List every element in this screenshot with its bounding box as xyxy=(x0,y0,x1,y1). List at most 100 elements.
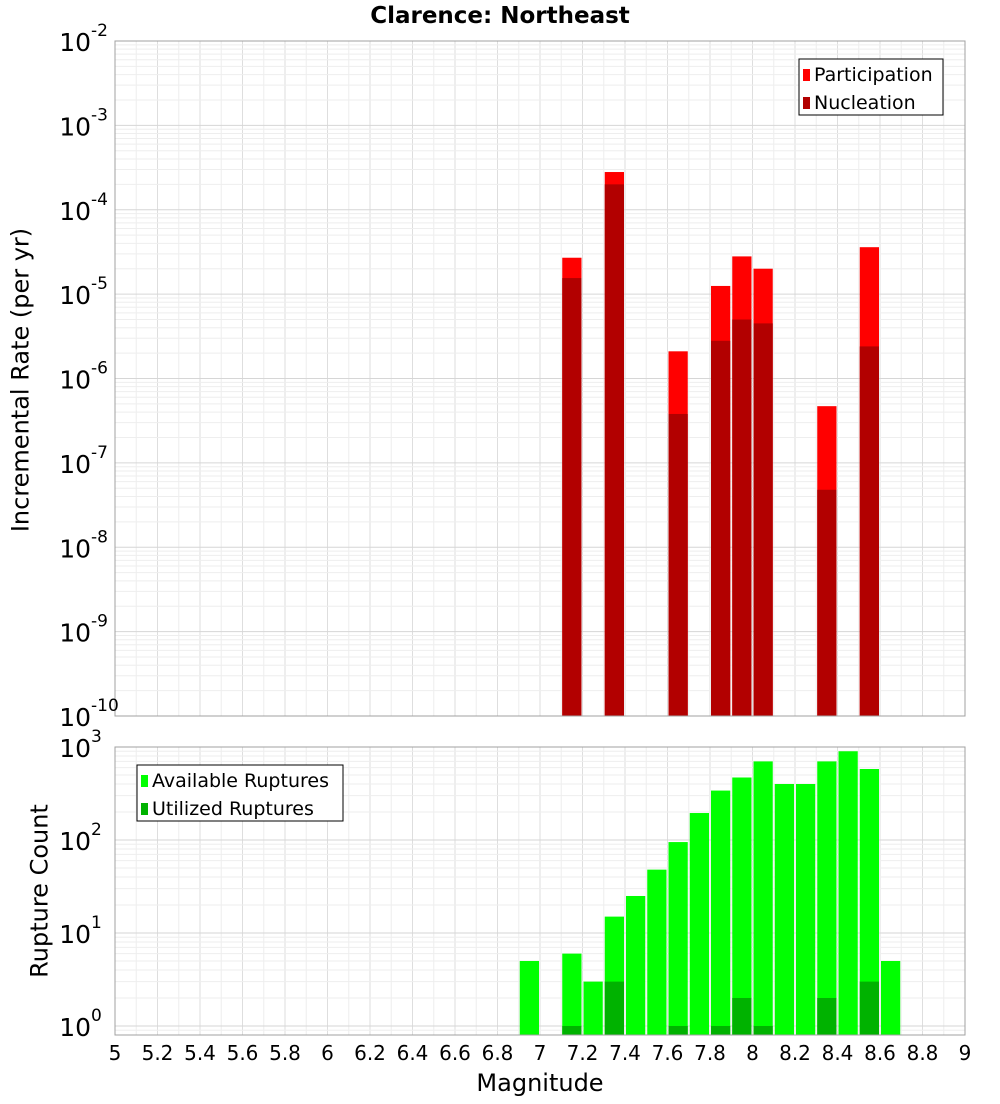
bar-available-ruptures-7_15 xyxy=(562,953,582,1035)
legend-label: Available Ruptures xyxy=(152,770,329,792)
bar-nucleation-7_95 xyxy=(732,319,752,716)
y-tick-label: 10 xyxy=(59,197,91,226)
x-tick-label: 7 xyxy=(534,1041,547,1065)
x-tick-label: 8.4 xyxy=(822,1041,854,1065)
legend-box xyxy=(798,58,944,116)
chart-title: Clarence: Northeast xyxy=(370,3,630,29)
x-tick-label: 5.6 xyxy=(227,1041,259,1065)
x-tick-label: 5.8 xyxy=(269,1041,301,1065)
y-tick-label: 10 xyxy=(59,1013,91,1042)
x-tick-label: 7.8 xyxy=(694,1041,726,1065)
y-tick-label: 10 xyxy=(59,703,91,732)
bar-available-ruptures-8_05 xyxy=(753,761,773,1035)
legend-swatch xyxy=(803,97,810,109)
bar-nucleation-8_35 xyxy=(817,489,837,716)
bar-available-ruptures-7_75 xyxy=(689,813,709,1035)
y-tick-exponent: -8 xyxy=(91,527,108,547)
legend: Participation Nucleation xyxy=(798,58,944,116)
y-tick-label: 10 xyxy=(59,112,91,141)
bar-utilized-ruptures-7_95 xyxy=(732,997,752,1035)
y-tick-exponent: 3 xyxy=(91,727,102,747)
legend-label: Participation xyxy=(814,64,933,86)
x-tick-label: 8.6 xyxy=(864,1041,896,1065)
bar-available-ruptures-7_25 xyxy=(583,981,603,1035)
y-tick-label: 10 xyxy=(59,281,91,310)
bar-utilized-ruptures-8_05 xyxy=(753,1025,773,1035)
y-axis-label: Incremental Rate (per yr) xyxy=(6,228,34,532)
bar-available-ruptures-7_95 xyxy=(732,777,752,1035)
x-axis-label: Magnitude xyxy=(476,1069,603,1097)
plot-frame xyxy=(114,746,966,1036)
x-tick-label: 7.6 xyxy=(652,1041,684,1065)
y-tick-label: 10 xyxy=(59,734,91,763)
x-tick-label: 6.2 xyxy=(354,1041,386,1065)
x-tick-label: 5 xyxy=(109,1041,122,1065)
y-tick-label: 10 xyxy=(59,534,91,563)
bar-available-ruptures-8_65 xyxy=(881,960,901,1035)
bar-available-ruptures-7_65 xyxy=(668,842,688,1035)
y-tick-label: 10 xyxy=(59,827,91,856)
y-tick-exponent: -7 xyxy=(91,443,108,463)
x-tick-label: 6 xyxy=(321,1041,334,1065)
legend-label: Nucleation xyxy=(814,92,916,114)
bar-available-ruptures-8_45 xyxy=(838,751,858,1035)
bar-nucleation-7_35 xyxy=(604,184,624,717)
legend-swatch xyxy=(141,775,148,787)
x-tick-label: 7.4 xyxy=(609,1041,641,1065)
y-tick-exponent: -6 xyxy=(91,359,108,379)
y-tick-label: 10 xyxy=(59,450,91,479)
plot-frame xyxy=(114,40,966,717)
bar-available-ruptures-8_15 xyxy=(774,784,794,1035)
y-tick-exponent: -10 xyxy=(91,696,119,716)
bar-nucleation-8_05 xyxy=(753,323,773,716)
y-tick-exponent: 2 xyxy=(91,820,102,840)
y-tick-exponent: -2 xyxy=(91,21,108,41)
x-tick-label: 5.2 xyxy=(142,1041,174,1065)
y-axis-label: Rupture Count xyxy=(25,804,53,978)
bar-nucleation-7_85 xyxy=(711,340,731,716)
x-tick-label: 6.4 xyxy=(397,1041,429,1065)
y-tick-exponent: -5 xyxy=(91,274,108,294)
y-tick-exponent: -9 xyxy=(91,612,108,632)
x-tick-label: 9 xyxy=(959,1041,972,1065)
legend-box xyxy=(136,764,344,822)
y-tick-exponent: 1 xyxy=(91,913,102,933)
y-tick-label: 10 xyxy=(59,28,91,57)
bar-available-ruptures-7_55 xyxy=(647,869,667,1035)
bar-available-ruptures-8_55 xyxy=(859,769,879,1035)
bar-utilized-ruptures-7_65 xyxy=(668,1025,688,1035)
y-tick-label: 10 xyxy=(59,619,91,648)
y-tick-exponent: 0 xyxy=(91,1006,102,1026)
bar-nucleation-7_15 xyxy=(562,278,582,716)
bar-available-ruptures-6_95 xyxy=(519,960,539,1035)
x-tick-label: 8.8 xyxy=(907,1041,939,1065)
x-tick-label: 5.4 xyxy=(184,1041,216,1065)
y-tick-exponent: -4 xyxy=(91,190,108,210)
bar-utilized-ruptures-8_55 xyxy=(859,981,879,1035)
bar-nucleation-7_65 xyxy=(668,413,688,716)
bar-available-ruptures-8_25 xyxy=(796,784,816,1035)
bar-utilized-ruptures-7_35 xyxy=(604,981,624,1035)
x-tick-label: 7.2 xyxy=(567,1041,599,1065)
legend-label: Utilized Ruptures xyxy=(152,798,314,820)
x-tick-label: 6.8 xyxy=(482,1041,514,1065)
x-tick-label: 8.2 xyxy=(779,1041,811,1065)
legend: Available Ruptures Utilized Ruptures xyxy=(136,764,344,822)
bar-available-ruptures-7_45 xyxy=(626,895,646,1035)
legend-swatch xyxy=(803,69,810,81)
x-tick-label: 8 xyxy=(746,1041,759,1065)
y-tick-label: 10 xyxy=(59,920,91,949)
bar-nucleation-8_55 xyxy=(859,346,879,716)
bar-utilized-ruptures-7_85 xyxy=(711,1025,731,1035)
legend-swatch xyxy=(141,803,148,815)
y-tick-exponent: -3 xyxy=(91,105,108,125)
bar-available-ruptures-7_85 xyxy=(711,790,731,1035)
bar-utilized-ruptures-7_15 xyxy=(562,1025,582,1035)
bar-utilized-ruptures-8_35 xyxy=(817,997,837,1035)
bar-available-ruptures-8_35 xyxy=(817,761,837,1035)
x-tick-label: 6.6 xyxy=(439,1041,471,1065)
